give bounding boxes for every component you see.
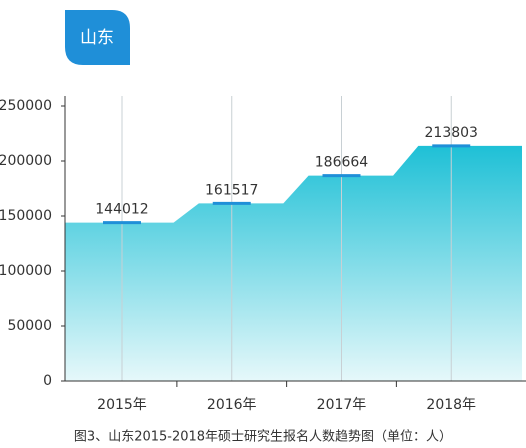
value-label: 144012	[95, 202, 148, 218]
value-label: 186664	[315, 155, 369, 171]
badge-shape	[65, 10, 130, 65]
y-tick-label: 150000	[0, 208, 52, 224]
y-tick-label: 100000	[0, 263, 52, 279]
y-tick-label: 0	[43, 373, 52, 389]
x-tick-label: 2018年	[426, 397, 476, 413]
x-tick-label: 2017年	[317, 397, 367, 413]
y-tick-label: 200000	[0, 153, 52, 169]
value-label: 161517	[205, 182, 258, 198]
y-tick-label: 50000	[7, 318, 52, 334]
value-label: 213803	[425, 125, 478, 141]
area-fill	[65, 145, 522, 381]
badge-text: 山东	[80, 28, 114, 48]
y-tick-label: 250000	[0, 98, 52, 114]
x-tick-label: 2015年	[97, 397, 147, 413]
chart-title: 图3、山东2015-2018年硕士研究生报名人数趋势图（单位：人）	[74, 429, 452, 445]
x-tick-label: 2016年	[207, 397, 257, 413]
